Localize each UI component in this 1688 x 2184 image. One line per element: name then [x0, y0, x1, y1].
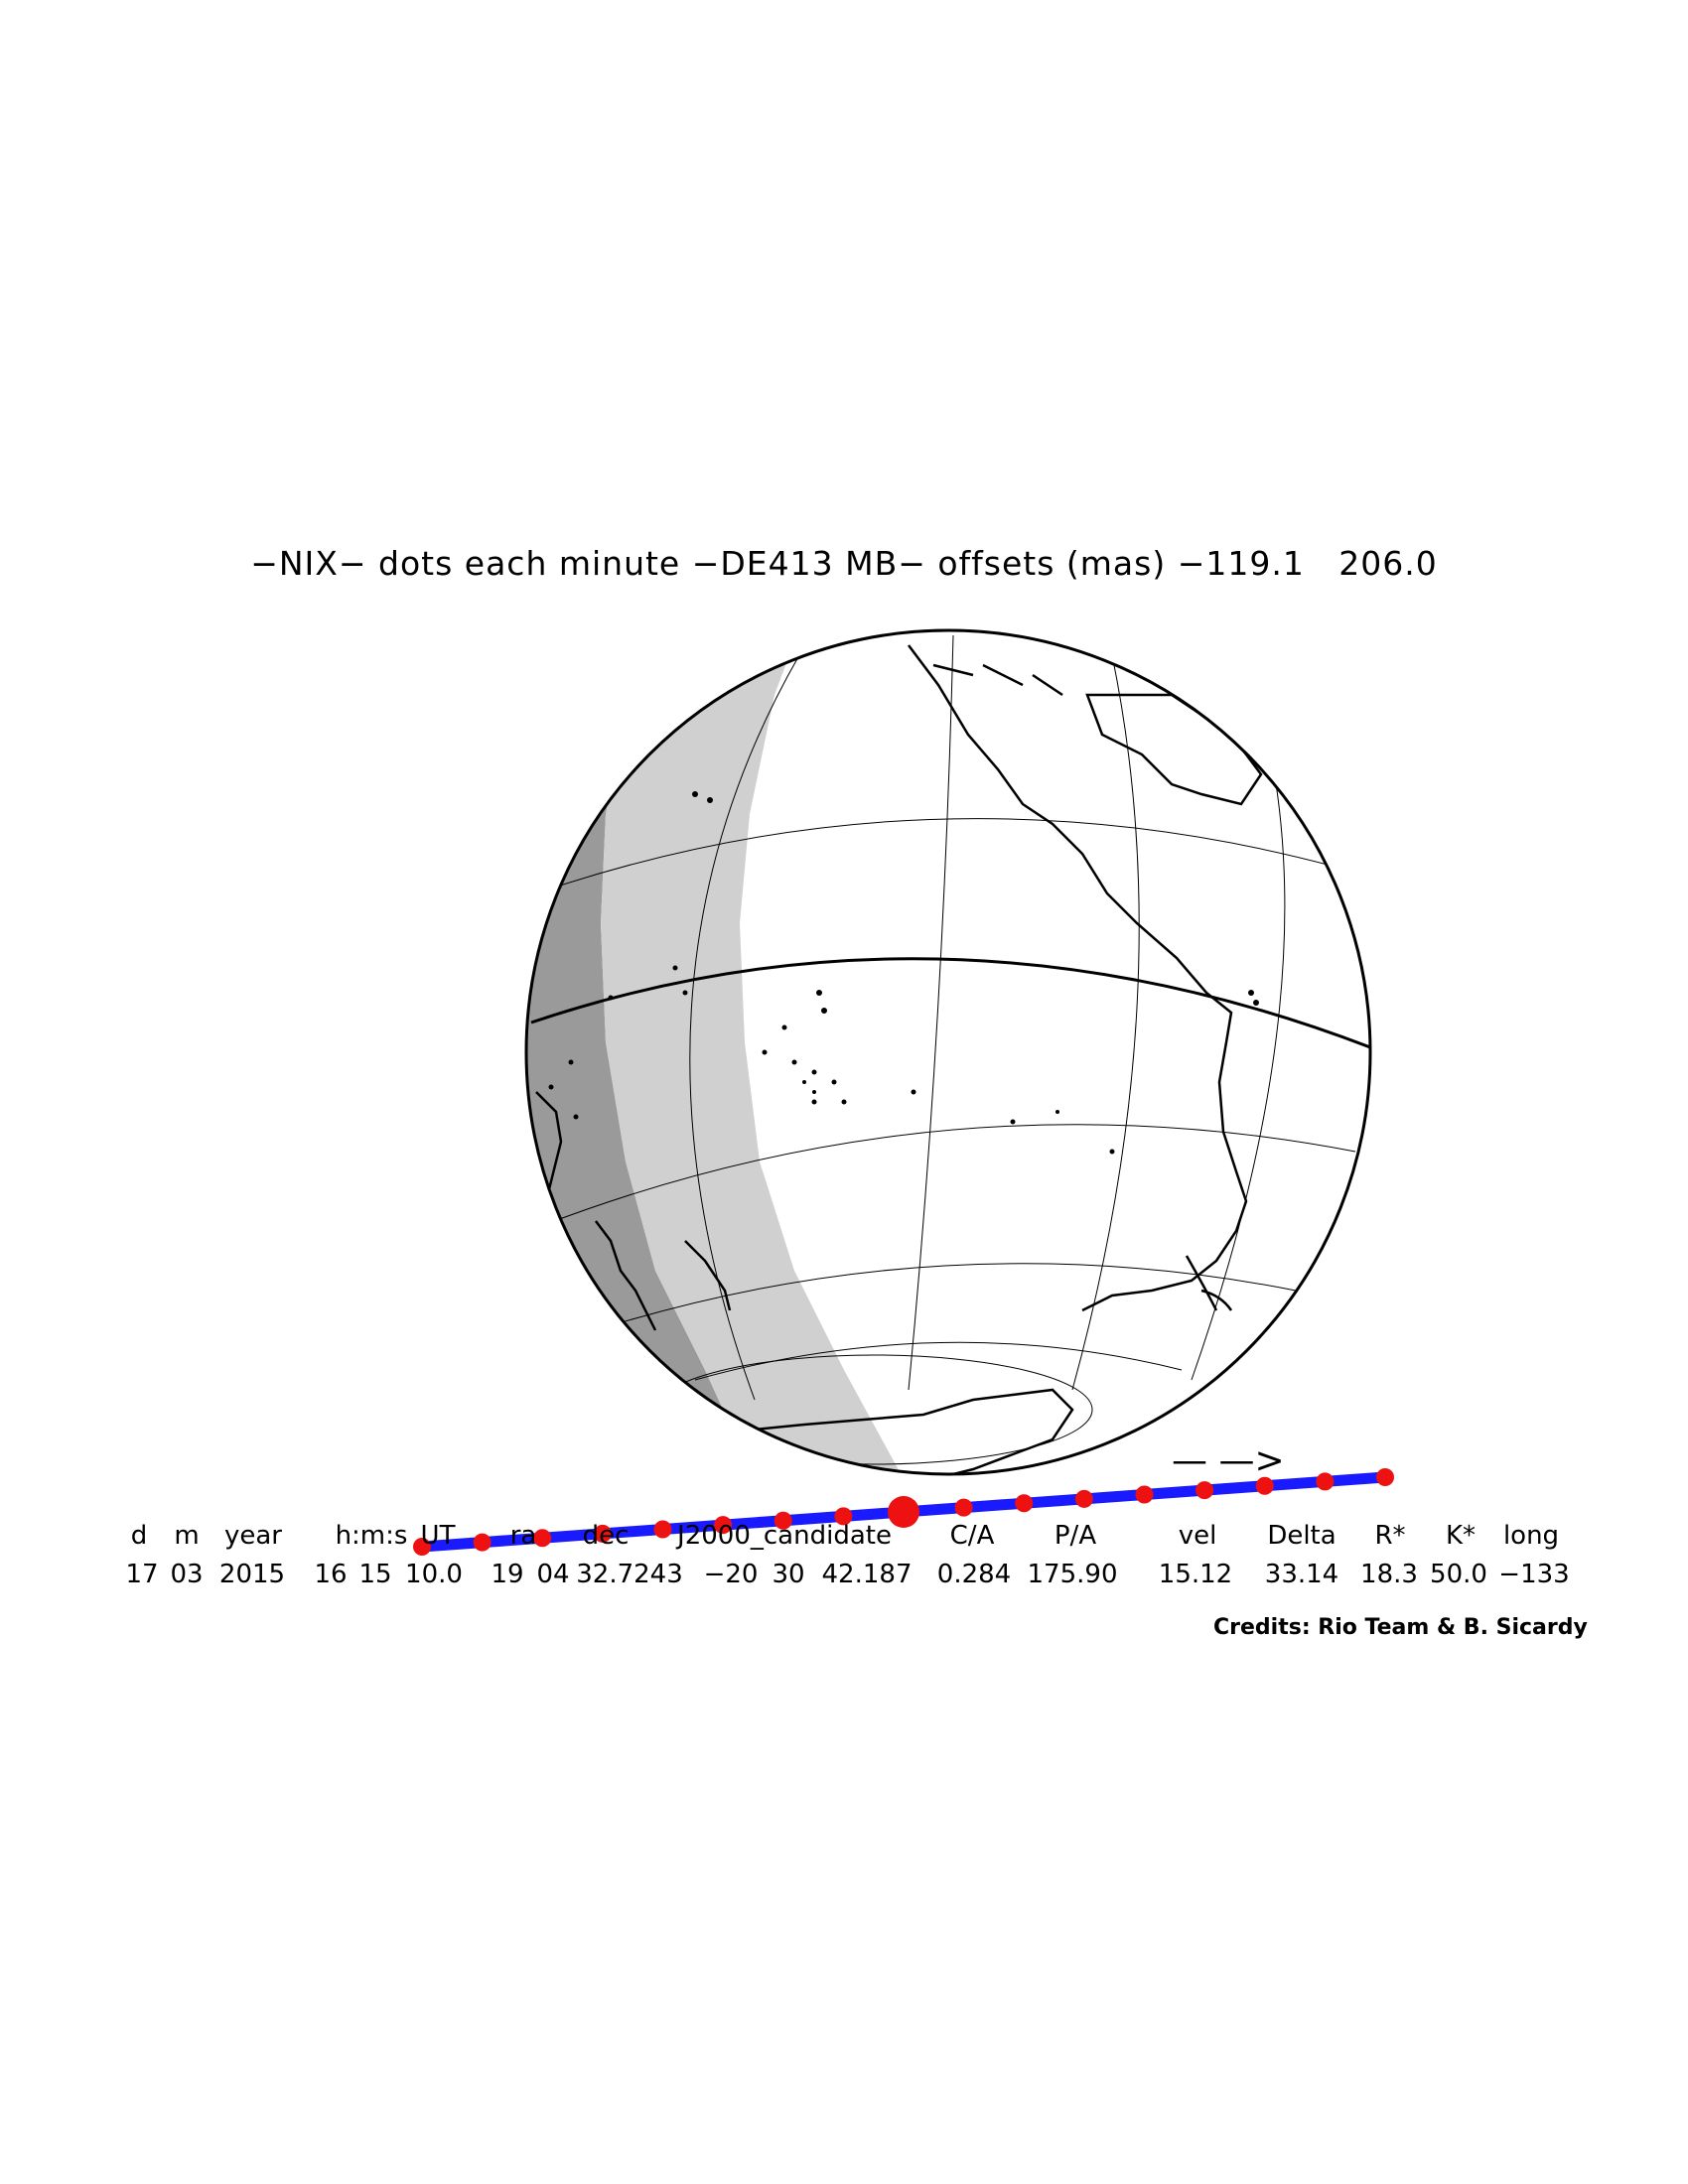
- track-dot: [774, 1511, 792, 1530]
- track-dot: [1316, 1472, 1335, 1491]
- track-dot: [593, 1524, 612, 1543]
- track-dot: [653, 1520, 672, 1539]
- globe: [526, 630, 1370, 1474]
- track-dot: [1074, 1489, 1093, 1508]
- track-dot: [473, 1533, 492, 1552]
- track-dot: [1255, 1476, 1274, 1495]
- track-dot: [533, 1529, 552, 1548]
- globe-outline: [524, 628, 1372, 1476]
- islands: [548, 791, 1259, 1155]
- track-dot: [1135, 1485, 1154, 1504]
- credits: Credits: Rio Team & B. Sicardy: [1213, 1615, 1588, 1640]
- track-dot: [954, 1498, 973, 1517]
- globe-twilight-area: [601, 630, 904, 1474]
- track-dot: [413, 1538, 431, 1556]
- track-dot: [834, 1507, 853, 1526]
- track-dot: [714, 1516, 733, 1535]
- track-dot: [1376, 1468, 1394, 1486]
- track-dot: [1015, 1494, 1034, 1513]
- equator: [530, 957, 1370, 1049]
- track-dot: [1196, 1481, 1214, 1500]
- occultation-track: [413, 1468, 1394, 1556]
- map-title: −NIX− dots each minute −DE413 MB− offset…: [250, 544, 1438, 583]
- closest-approach-dot: [888, 1496, 919, 1528]
- direction-arrow: — —>: [1172, 1440, 1285, 1481]
- track-dots: [413, 1468, 1394, 1556]
